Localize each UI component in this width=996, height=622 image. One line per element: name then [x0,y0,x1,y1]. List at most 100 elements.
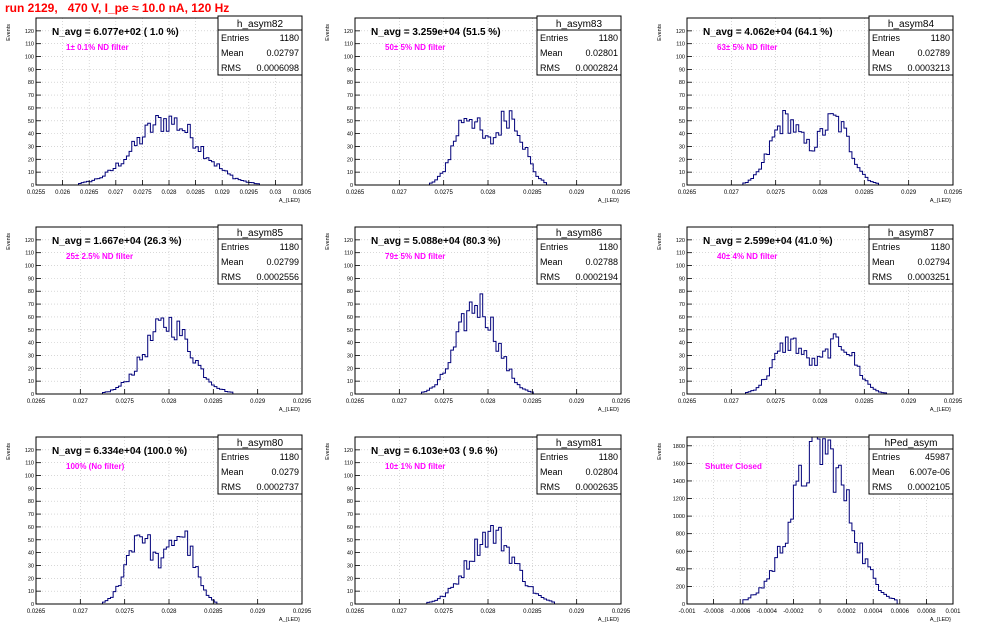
x-tick-label: 0.0265 [346,609,365,615]
y-axis-title: Events [6,233,12,250]
x-tick-label: 0.0265 [346,399,365,405]
y-tick-label: 70 [28,302,34,308]
y-tick-label: 110 [25,251,34,257]
x-tick-label: 0.027 [724,399,740,405]
y-tick-label: 30 [679,353,685,359]
y-tick-label: 110 [25,461,34,467]
x-tick-label: 0.0295 [944,399,963,405]
stats-label: Mean [221,257,244,267]
stats-label: Entries [540,33,569,43]
y-tick-label: 600 [676,549,685,555]
y-tick-label: 0 [682,392,685,398]
x-tick-label: 0.0295 [293,399,312,405]
x-tick-label: 0.027 [108,190,124,196]
stats-label: RMS [540,482,560,492]
navg-label: N_avg = 3.259e+04 (51.5 %) [371,27,501,38]
filter-annotation: 50± 5% ND filter [385,43,445,52]
x-tick-label: 0.027 [73,399,89,405]
stats-label: RMS [221,272,241,282]
stats-box [536,15,622,76]
histogram-panel-h_asym82: 0.0255 0.026 0.0265 0.027 0.0275 0.028 0.0285 0… [6,15,312,204]
y-tick-label: 200 [676,584,685,590]
y-tick-label: 120 [676,238,685,244]
y-tick-label: 120 [676,29,685,35]
y-tick-label: 100 [25,264,34,270]
y-tick-label: 1400 [673,479,685,485]
y-tick-label: 70 [347,302,353,308]
y-tick-label: 40 [347,341,353,347]
y-tick-label: 50 [347,119,353,125]
stats-value: 0.02789 [917,48,950,58]
y-tick-label: 40 [28,551,34,557]
x-tick-label: 0.028 [812,190,828,196]
y-tick-label: 110 [344,42,353,48]
stats-title: hPed_asym [885,438,938,449]
x-tick-label: 0.0285 [523,609,542,615]
y-tick-label: 40 [679,132,685,138]
stats-title: h_asym84 [888,19,935,30]
x-axis-title: A_{LED} [930,617,951,622]
stats-label: Mean [540,467,563,477]
stats-value: 0.02788 [585,257,618,267]
x-tick-label: -0.0004 [757,609,778,615]
y-tick-label: 80 [679,289,685,295]
x-tick-label: 0.0265 [678,190,697,196]
y-tick-label: 400 [676,567,685,573]
stats-title: h_asym85 [237,228,284,239]
x-axis-title: A_{LED} [279,617,300,622]
y-tick-label: 60 [28,315,34,321]
x-tick-label: 0.0295 [240,190,259,196]
stats-label: Mean [221,467,244,477]
y-tick-label: 50 [28,119,34,125]
y-tick-label: 10 [28,589,34,595]
y-tick-label: 80 [28,499,34,505]
y-tick-label: 0 [350,602,353,608]
y-tick-label: 10 [28,379,34,385]
y-tick-label: 70 [347,93,353,99]
stats-box [868,224,954,285]
y-tick-label: 10 [28,170,34,176]
y-tick-label: 1800 [673,444,685,450]
stats-label: RMS [221,63,241,73]
y-tick-label: 80 [28,80,34,86]
y-tick-label: 20 [28,576,34,582]
y-tick-label: 90 [28,276,34,282]
x-tick-label: 0.0275 [133,190,152,196]
page-title: run 2129, 470 V, I_pe ≈ 10.0 nA, 120 Hz [5,1,230,15]
stats-value: 1180 [280,452,299,462]
histogram-panel-h_asym87: 0.0265 0.027 0.0275 0.028 0.0285 0.029 0.0295 0… [657,224,963,413]
x-tick-label: 0.0265 [80,190,99,196]
x-tick-label: 0.029 [215,190,231,196]
stats-box [868,15,954,76]
y-tick-label: 30 [347,144,353,150]
y-tick-label: 120 [25,448,34,454]
filter-annotation: 40± 4% ND filter [717,252,777,261]
x-tick-label: 0.028 [161,399,177,405]
stats-label: Entries [540,452,569,462]
y-tick-label: 40 [28,341,34,347]
x-tick-label: 0.0265 [27,609,46,615]
y-tick-label: 70 [28,93,34,99]
stats-box [217,224,303,285]
y-axis-title: Events [6,24,12,41]
x-tick-label: 0.0275 [115,399,134,405]
stats-value: 6.007e-06 [909,467,950,477]
x-axis-title: A_{LED} [598,407,619,413]
x-tick-label: 0.0295 [612,399,631,405]
y-tick-label: 80 [347,289,353,295]
y-tick-label: 50 [679,328,685,334]
stats-title: h_asym80 [237,438,284,449]
y-tick-label: 30 [347,353,353,359]
stats-label: Entries [872,452,901,462]
stats-value: 0.02804 [585,467,618,477]
stats-label: RMS [221,482,241,492]
histogram-series-h_asym82 [36,115,302,186]
y-tick-label: 110 [344,461,353,467]
y-tick-label: 50 [347,538,353,544]
stats-value: 0.02799 [266,257,299,267]
filter-annotation: 100% (No filter) [66,462,125,471]
stats-value: 45987 [925,452,950,462]
stats-box [536,434,622,495]
y-tick-label: 10 [679,170,685,176]
y-tick-label: 60 [28,106,34,112]
